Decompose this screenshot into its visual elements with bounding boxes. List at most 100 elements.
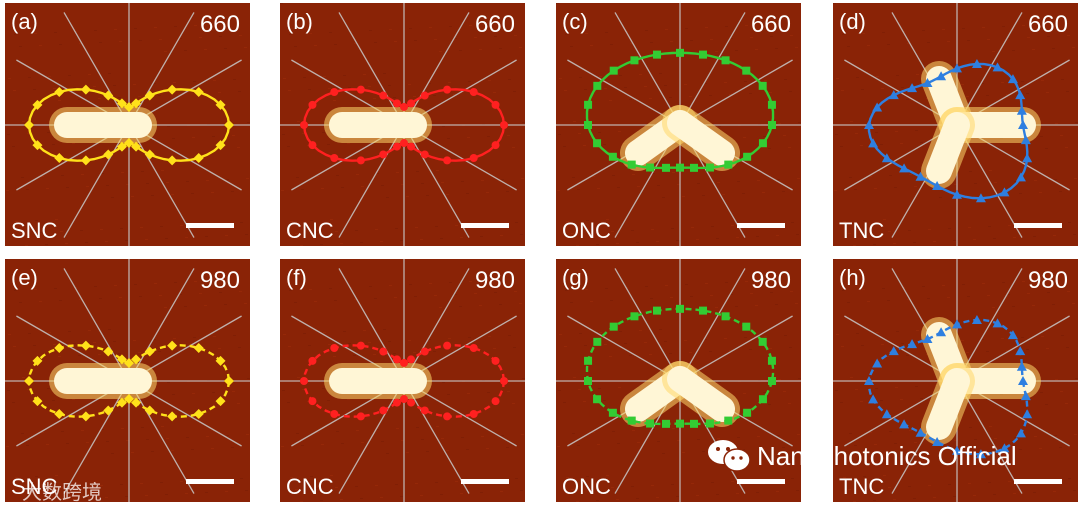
data-marker xyxy=(224,376,234,386)
data-marker xyxy=(1018,376,1028,385)
data-marker xyxy=(888,90,899,100)
data-marker xyxy=(215,396,226,407)
data-marker xyxy=(80,411,91,422)
data-marker xyxy=(758,395,767,404)
sample-name: TNC xyxy=(839,218,885,243)
data-marker xyxy=(992,62,1003,72)
wavelength-label: 660 xyxy=(1027,11,1068,38)
afm-image xyxy=(833,259,1078,502)
wavelength-label: 980 xyxy=(199,267,240,294)
data-marker xyxy=(975,449,986,459)
panel-label: (b) xyxy=(286,9,313,34)
data-marker xyxy=(936,71,947,81)
data-marker xyxy=(768,377,776,385)
data-marker xyxy=(80,84,91,95)
data-marker xyxy=(705,163,714,172)
panel-c: (c) 660 ONC xyxy=(556,3,801,246)
data-marker xyxy=(80,340,91,351)
data-marker xyxy=(662,419,671,428)
data-marker xyxy=(193,153,204,164)
data-marker xyxy=(872,102,883,112)
data-marker xyxy=(593,395,602,404)
scale-bar xyxy=(186,479,234,484)
data-marker xyxy=(407,355,416,364)
scale-bar xyxy=(186,223,234,228)
nanocrystal xyxy=(620,361,740,427)
data-marker xyxy=(1022,409,1033,419)
afm-image xyxy=(5,259,250,502)
data-marker xyxy=(116,98,127,109)
wavelength-label: 980 xyxy=(1027,267,1068,294)
data-marker xyxy=(224,120,234,130)
data-marker xyxy=(899,163,910,173)
data-marker xyxy=(767,356,776,365)
data-marker xyxy=(1015,428,1026,438)
data-marker xyxy=(469,410,478,419)
panel-label: (g) xyxy=(562,265,589,290)
data-marker xyxy=(193,409,204,420)
data-marker xyxy=(500,377,508,385)
data-marker xyxy=(936,327,947,337)
panel-b: (b) 660 CNC xyxy=(280,3,525,246)
data-marker xyxy=(742,322,751,331)
data-marker xyxy=(300,121,308,129)
data-marker xyxy=(54,86,65,97)
data-marker xyxy=(215,99,226,110)
afm-image xyxy=(556,259,801,502)
afm-image xyxy=(833,3,1078,246)
wavelength-label: 980 xyxy=(474,267,515,294)
scale-bar xyxy=(737,223,785,228)
data-marker xyxy=(608,152,617,161)
panel-label: (c) xyxy=(562,9,588,34)
data-marker xyxy=(103,90,114,101)
data-marker xyxy=(124,138,134,149)
data-marker xyxy=(971,58,982,68)
sample-name: CNC xyxy=(286,474,334,499)
data-marker xyxy=(308,397,317,406)
data-marker xyxy=(653,50,662,59)
data-marker xyxy=(1007,74,1018,84)
data-marker xyxy=(124,357,134,368)
data-marker xyxy=(767,100,776,109)
data-marker xyxy=(662,163,671,172)
data-marker xyxy=(627,160,636,169)
data-marker xyxy=(872,358,883,368)
data-marker xyxy=(330,87,339,96)
data-marker xyxy=(1007,330,1018,340)
data-marker xyxy=(54,409,65,420)
data-marker xyxy=(768,121,776,129)
afm-image xyxy=(280,3,525,246)
data-marker xyxy=(379,150,388,159)
data-marker xyxy=(1020,391,1031,401)
data-marker xyxy=(215,140,226,151)
data-marker xyxy=(907,339,918,349)
data-marker xyxy=(888,346,899,356)
data-marker xyxy=(330,343,339,352)
data-marker xyxy=(443,85,452,94)
sample-name: CNC xyxy=(286,218,334,243)
data-marker xyxy=(742,66,751,75)
data-marker xyxy=(584,377,592,385)
data-marker xyxy=(952,63,962,73)
afm-image xyxy=(556,3,801,246)
data-marker xyxy=(215,355,226,366)
scale-bar xyxy=(1014,479,1062,484)
data-marker xyxy=(899,419,910,429)
data-marker xyxy=(915,427,926,437)
data-marker xyxy=(1016,105,1027,115)
data-marker xyxy=(724,416,733,425)
data-marker xyxy=(392,99,401,108)
data-marker xyxy=(356,156,365,165)
panel-label: (e) xyxy=(11,265,38,290)
data-marker xyxy=(627,416,636,425)
data-marker xyxy=(868,138,879,148)
data-marker xyxy=(609,66,618,75)
data-marker xyxy=(646,163,655,172)
data-marker xyxy=(356,85,365,94)
data-marker xyxy=(131,397,142,408)
data-marker xyxy=(144,149,155,160)
data-marker xyxy=(1022,153,1033,163)
data-marker xyxy=(308,356,317,365)
corner-watermark: 大数跨境 xyxy=(22,482,102,504)
data-marker xyxy=(491,397,500,406)
